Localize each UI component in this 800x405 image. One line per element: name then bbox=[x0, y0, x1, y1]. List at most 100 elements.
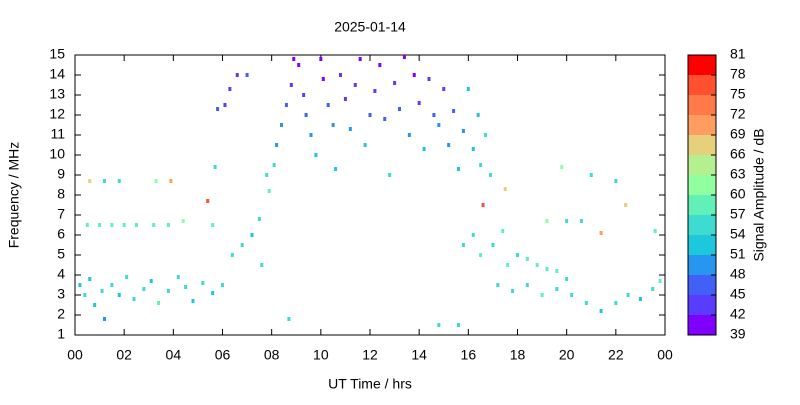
data-point bbox=[398, 107, 401, 111]
colorbar-band bbox=[688, 195, 716, 215]
data-point bbox=[407, 133, 411, 137]
data-point bbox=[240, 243, 244, 247]
y-tick-label: 2 bbox=[57, 306, 65, 322]
colorbar-tick-label: 54 bbox=[730, 226, 746, 242]
data-point bbox=[100, 289, 104, 293]
data-point bbox=[488, 173, 492, 177]
data-point bbox=[565, 277, 569, 281]
data-point bbox=[272, 163, 276, 167]
data-point bbox=[275, 143, 279, 147]
x-tick-label: 00 bbox=[657, 347, 673, 363]
data-point bbox=[599, 231, 603, 235]
data-point bbox=[545, 267, 549, 271]
data-point bbox=[412, 73, 416, 77]
colorbar-tick-label: 60 bbox=[730, 186, 746, 202]
data-point bbox=[149, 279, 153, 283]
data-point bbox=[624, 203, 628, 207]
data-point bbox=[555, 269, 559, 273]
y-tick-label: 4 bbox=[57, 266, 65, 282]
data-point bbox=[658, 279, 662, 283]
colorbar-band bbox=[688, 175, 716, 195]
colorbar-tick-label: 48 bbox=[730, 266, 746, 282]
y-tick-label: 1 bbox=[57, 326, 65, 342]
data-point bbox=[516, 253, 519, 257]
data-point bbox=[117, 293, 121, 297]
x-tick-label: 10 bbox=[313, 347, 329, 363]
data-point bbox=[181, 219, 185, 223]
data-point bbox=[169, 179, 173, 183]
data-point bbox=[358, 57, 362, 61]
data-point bbox=[103, 179, 106, 183]
data-point bbox=[142, 287, 146, 291]
y-tick-label: 14 bbox=[49, 66, 65, 82]
data-point bbox=[368, 113, 372, 117]
colorbar-tick-label: 75 bbox=[730, 86, 746, 102]
x-tick-label: 08 bbox=[264, 347, 280, 363]
data-point bbox=[85, 223, 89, 227]
data-point bbox=[638, 297, 642, 301]
data-point bbox=[525, 257, 529, 261]
data-point bbox=[339, 73, 342, 77]
data-point bbox=[83, 293, 87, 297]
y-tick-label: 9 bbox=[57, 166, 65, 182]
data-point bbox=[122, 223, 126, 227]
data-point bbox=[280, 123, 283, 127]
data-point bbox=[461, 129, 465, 133]
data-point bbox=[103, 317, 106, 321]
data-point bbox=[589, 173, 593, 177]
data-point bbox=[213, 165, 217, 169]
x-tick-label: 14 bbox=[411, 347, 427, 363]
x-tick-label: 20 bbox=[559, 347, 575, 363]
data-point bbox=[297, 63, 301, 67]
data-point bbox=[157, 301, 161, 305]
data-point bbox=[154, 179, 158, 183]
data-point bbox=[579, 219, 583, 223]
data-point bbox=[216, 107, 220, 111]
data-point bbox=[134, 223, 138, 227]
data-point bbox=[110, 223, 114, 227]
colorbar-tick-label: 51 bbox=[730, 246, 746, 262]
data-point bbox=[471, 233, 475, 237]
data-point bbox=[98, 223, 102, 227]
data-point bbox=[191, 299, 195, 303]
data-point bbox=[432, 113, 436, 117]
x-tick-label: 18 bbox=[510, 347, 526, 363]
y-tick-label: 7 bbox=[57, 206, 65, 222]
data-point bbox=[545, 219, 549, 223]
data-point bbox=[309, 133, 313, 137]
data-point bbox=[250, 233, 254, 237]
colorbar-tick-label: 57 bbox=[730, 206, 746, 222]
colorbar-band bbox=[688, 115, 716, 135]
data-point bbox=[110, 283, 114, 287]
colorbar-band bbox=[688, 215, 716, 235]
data-point bbox=[626, 293, 630, 297]
data-point bbox=[496, 283, 500, 287]
data-point bbox=[511, 289, 515, 293]
data-point bbox=[230, 253, 234, 257]
data-point bbox=[304, 113, 308, 117]
colorbar-band bbox=[688, 255, 716, 275]
data-point bbox=[452, 109, 456, 113]
colorbar-tick-label: 42 bbox=[730, 306, 746, 322]
data-point bbox=[651, 287, 655, 291]
colorbar-tick-label: 78 bbox=[730, 66, 746, 82]
data-point bbox=[560, 165, 564, 169]
data-point bbox=[284, 103, 288, 107]
data-point bbox=[152, 223, 156, 227]
data-point bbox=[383, 117, 387, 121]
data-point bbox=[221, 283, 224, 287]
data-point bbox=[442, 87, 446, 91]
data-point bbox=[228, 87, 232, 91]
data-point bbox=[491, 243, 495, 247]
data-point bbox=[93, 303, 97, 307]
data-point bbox=[287, 317, 291, 321]
data-point bbox=[78, 283, 82, 287]
data-point bbox=[476, 113, 480, 117]
colorbar-tick-label: 39 bbox=[730, 326, 746, 342]
data-point bbox=[388, 173, 392, 177]
colorbar-band bbox=[688, 295, 716, 315]
data-point bbox=[461, 243, 465, 247]
data-point bbox=[457, 167, 460, 171]
data-point bbox=[265, 173, 269, 177]
